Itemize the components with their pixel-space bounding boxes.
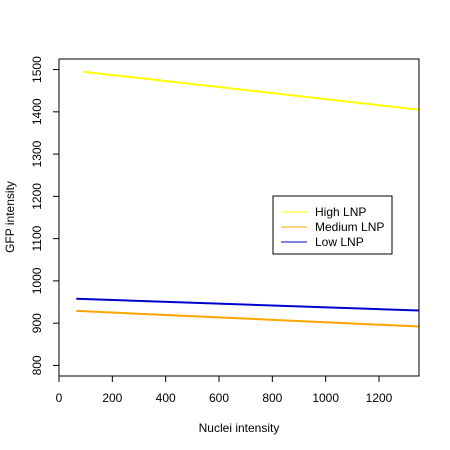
x-tick-label: 1000 — [312, 391, 339, 405]
x-tick-label: 200 — [102, 391, 122, 405]
x-tick-label: 0 — [56, 391, 63, 405]
x-tick-label: 400 — [156, 391, 176, 405]
y-axis: 800 900 1000 1100 1200 1300 1400 1500 — [30, 56, 60, 375]
y-tick-label: 900 — [30, 313, 44, 333]
series-line-1 — [76, 309, 420, 328]
legend-label: Low LNP — [315, 235, 364, 249]
y-tick-label: 1100 — [30, 225, 44, 251]
y-axis-label: GFP intensity — [3, 181, 17, 253]
x-axis-label: Nuclei intensity — [199, 421, 280, 435]
series-line-2 — [76, 297, 420, 312]
legend-label: Medium LNP — [315, 220, 384, 234]
y-tick-label: 1400 — [30, 98, 44, 125]
legend-box — [272, 195, 393, 255]
y-tick-label: 1000 — [30, 267, 44, 294]
legend-label: High LNP — [315, 205, 366, 219]
x-axis: 0 200 400 600 800 1000 1200 — [56, 375, 393, 405]
y-tick-label: 1200 — [30, 183, 44, 210]
y-tick-label: 1300 — [30, 140, 44, 167]
series-line-0 — [82, 70, 420, 111]
x-tick-label: 600 — [209, 391, 229, 405]
y-tick-label: 800 — [30, 355, 44, 375]
x-tick-label: 800 — [262, 391, 282, 405]
x-tick-label: 1200 — [366, 391, 393, 405]
y-tick-label: 1500 — [30, 56, 44, 83]
